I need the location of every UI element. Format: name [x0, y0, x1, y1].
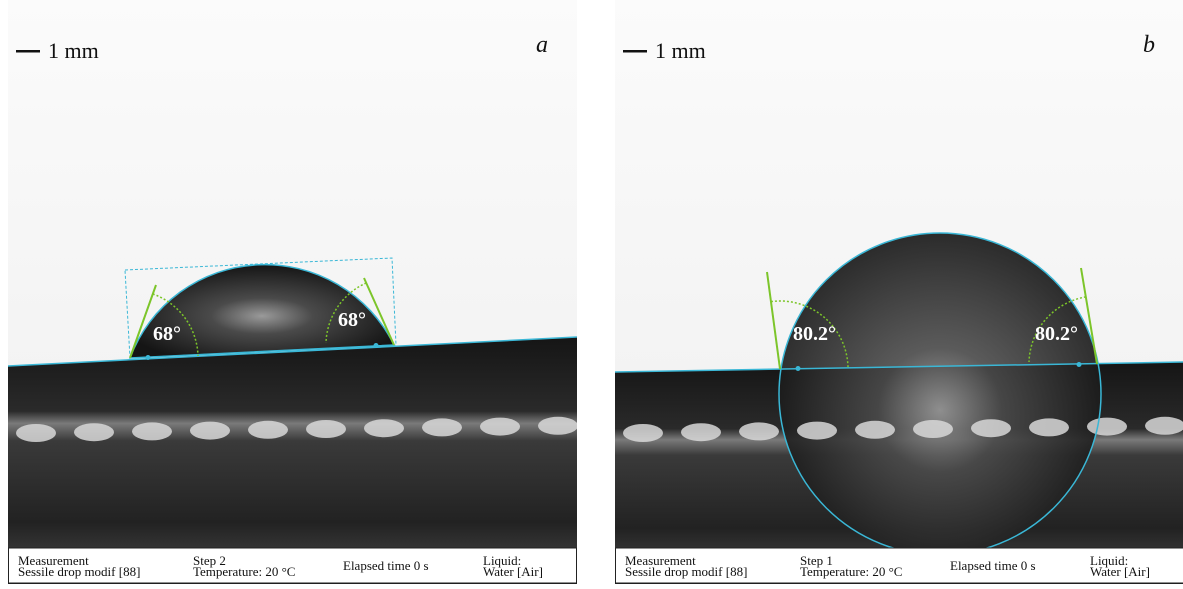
contact-point	[146, 355, 151, 360]
panel-label: a	[536, 32, 548, 58]
reflection-blob	[364, 419, 404, 437]
reflection-blob	[538, 417, 578, 435]
scale-bar-label: 1 mm	[48, 38, 99, 63]
reflection-blob	[248, 421, 288, 439]
droplet	[779, 233, 1101, 555]
reflection-blob	[190, 422, 230, 440]
angle-label: 68°	[153, 323, 181, 345]
angle-label: 80.2°	[793, 323, 836, 345]
angle-label: 80.2°	[1035, 323, 1078, 345]
reflection-blob	[797, 422, 837, 440]
reflection-blob	[971, 419, 1011, 437]
info-text: Elapsed time 0 s	[343, 558, 429, 573]
info-text: Temperature: 20 °C	[800, 564, 902, 579]
contact-point	[1077, 362, 1082, 367]
reflection-blob	[1087, 418, 1127, 436]
reflection-blob	[1029, 418, 1069, 436]
reflection-blob	[132, 422, 172, 440]
photo	[615, 0, 1183, 584]
info-text: Water [Air]	[483, 564, 543, 579]
reflection-blob	[74, 423, 114, 441]
info-text: Sessile drop modif [88]	[625, 564, 747, 579]
scale-bar	[16, 50, 40, 53]
contact-point	[374, 343, 379, 348]
figure: 68°68°1 mmaMeasurementSessile drop modif…	[0, 0, 1183, 584]
reflection-blob	[422, 418, 462, 436]
info-text: Elapsed time 0 s	[950, 558, 1036, 573]
reflection-blob	[739, 422, 779, 440]
info-text: Temperature: 20 °C	[193, 564, 295, 579]
angle-label: 68°	[338, 309, 366, 331]
reflection-blob	[681, 423, 721, 441]
scale-bar	[623, 50, 647, 53]
reflection-blob	[480, 418, 520, 436]
reflection-blob	[16, 424, 56, 442]
reflection-blob	[855, 421, 895, 439]
photo	[8, 0, 578, 584]
panel-label: b	[1143, 32, 1155, 58]
reflection-blob	[913, 420, 953, 438]
reflection-blob	[306, 420, 346, 438]
contact-point	[796, 366, 801, 371]
substrate	[8, 337, 577, 584]
scale-bar-label: 1 mm	[655, 38, 706, 63]
reflection-blob	[623, 424, 663, 442]
info-text: Water [Air]	[1090, 564, 1150, 579]
info-text: Sessile drop modif [88]	[18, 564, 140, 579]
